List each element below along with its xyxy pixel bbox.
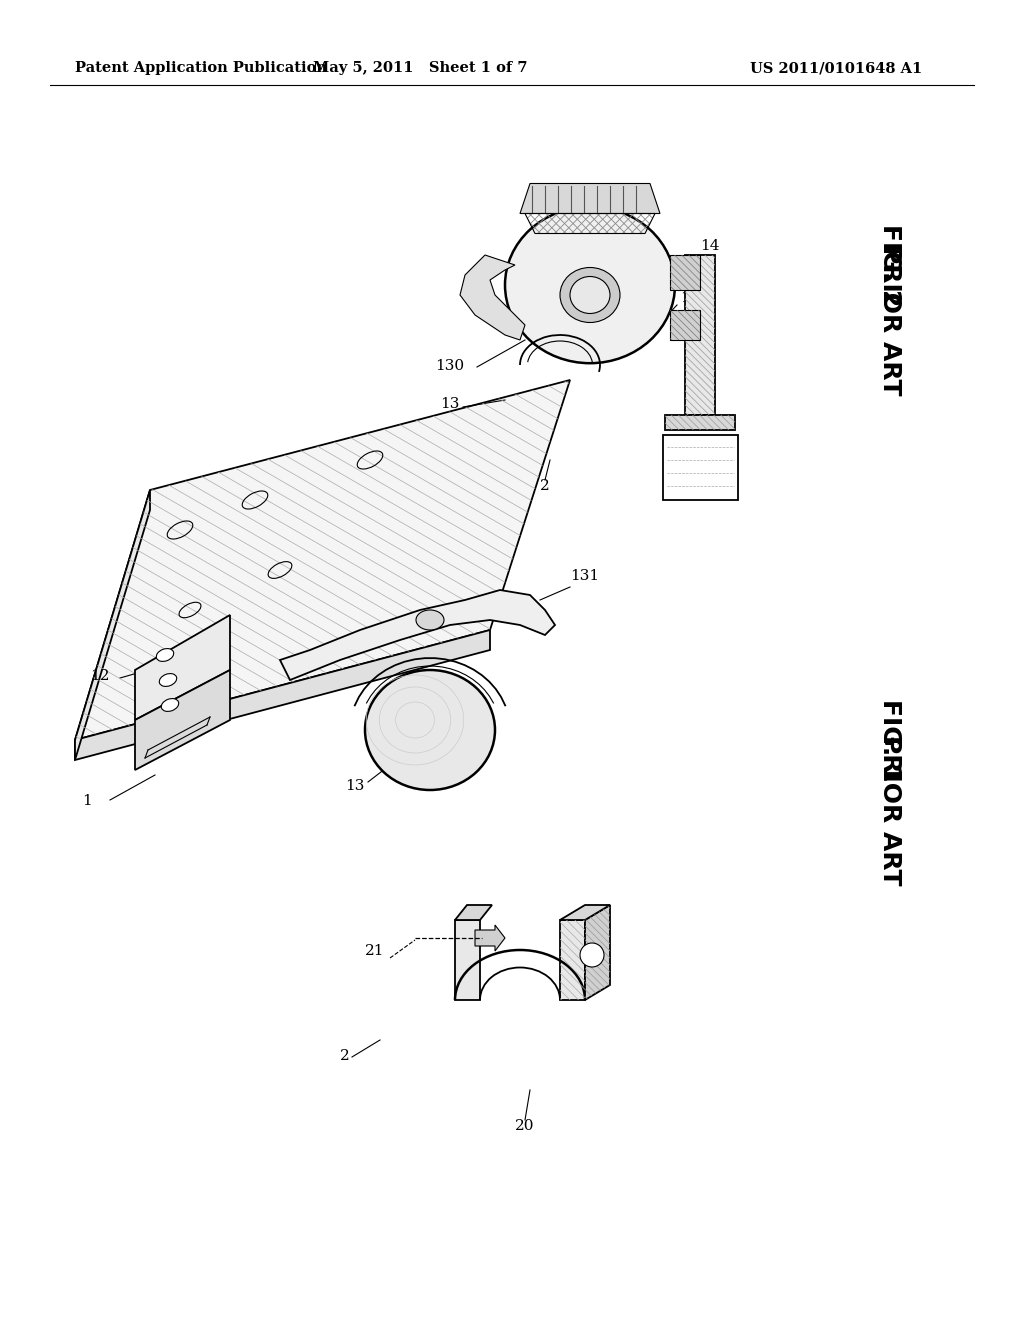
Ellipse shape bbox=[162, 698, 179, 711]
Text: May 5, 2011   Sheet 1 of 7: May 5, 2011 Sheet 1 of 7 bbox=[312, 61, 527, 75]
Polygon shape bbox=[75, 630, 490, 760]
Ellipse shape bbox=[365, 671, 495, 789]
Text: 13: 13 bbox=[440, 397, 460, 411]
Text: FIG. 1: FIG. 1 bbox=[878, 698, 902, 781]
Circle shape bbox=[580, 942, 604, 968]
Polygon shape bbox=[670, 255, 700, 290]
Text: 14: 14 bbox=[700, 239, 720, 253]
Polygon shape bbox=[455, 906, 492, 920]
Text: 21: 21 bbox=[366, 944, 385, 958]
Polygon shape bbox=[475, 925, 505, 950]
Text: PRIOR ART: PRIOR ART bbox=[878, 735, 902, 886]
Bar bbox=[685, 255, 715, 414]
Text: 2: 2 bbox=[340, 1049, 350, 1063]
Text: 131: 131 bbox=[570, 569, 600, 583]
Polygon shape bbox=[135, 615, 230, 719]
Ellipse shape bbox=[505, 207, 675, 363]
Ellipse shape bbox=[160, 673, 177, 686]
Text: 132: 132 bbox=[680, 290, 710, 305]
Polygon shape bbox=[135, 671, 230, 770]
Polygon shape bbox=[670, 310, 700, 341]
Text: PRIOR ART: PRIOR ART bbox=[878, 244, 902, 395]
Polygon shape bbox=[455, 920, 480, 1001]
Bar bbox=[665, 414, 735, 430]
Text: Patent Application Publication: Patent Application Publication bbox=[75, 61, 327, 75]
Ellipse shape bbox=[570, 276, 610, 314]
Polygon shape bbox=[460, 255, 525, 341]
Ellipse shape bbox=[560, 268, 620, 322]
Polygon shape bbox=[75, 380, 570, 741]
Bar bbox=[663, 436, 738, 500]
Text: 20: 20 bbox=[515, 1119, 535, 1133]
Text: FIG. 2: FIG. 2 bbox=[878, 224, 902, 306]
Polygon shape bbox=[520, 183, 660, 214]
Ellipse shape bbox=[416, 610, 444, 630]
Polygon shape bbox=[585, 906, 610, 1001]
Polygon shape bbox=[280, 590, 555, 680]
Polygon shape bbox=[560, 906, 610, 920]
Text: 2: 2 bbox=[540, 479, 550, 492]
Polygon shape bbox=[560, 920, 585, 1001]
Text: 13: 13 bbox=[345, 779, 365, 793]
Text: US 2011/0101648 A1: US 2011/0101648 A1 bbox=[750, 61, 923, 75]
Text: 1: 1 bbox=[82, 795, 92, 808]
Text: 130: 130 bbox=[435, 359, 465, 374]
Polygon shape bbox=[75, 490, 150, 760]
Text: 12: 12 bbox=[90, 669, 110, 682]
Ellipse shape bbox=[157, 648, 174, 661]
